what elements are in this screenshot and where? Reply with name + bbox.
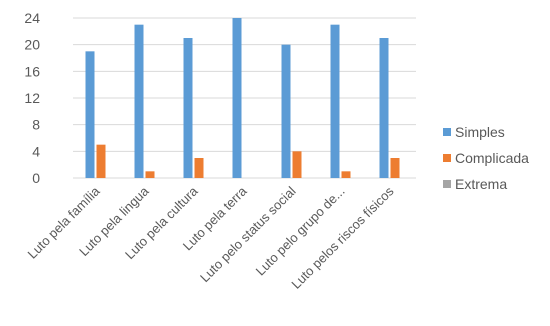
bar-complicada-7 [390,158,400,178]
bar-simples-3 [183,38,193,178]
bar-simples-6 [330,24,340,178]
bar-complicada-6 [341,171,351,178]
legend-swatch-simples [443,128,451,136]
y-tick-label: 8 [32,117,40,133]
x-category-label: Luto pelo status social [197,183,299,285]
y-tick-label: 20 [24,37,40,53]
y-tick-label: 4 [32,143,40,159]
bar-simples-4 [232,18,242,178]
x-category-label: Luto pelo grupo de... [253,184,348,279]
bar-simples-1 [85,51,95,179]
x-category-label: Luto pelos riscos físicos [288,183,397,292]
bar-complicada-1 [96,144,106,178]
y-tick-label: 12 [24,90,40,106]
y-tick-label: 24 [24,10,40,26]
bar-complicada-3 [194,158,204,178]
legend-label-simples: Simples [455,124,505,140]
bars [85,18,400,179]
legend-label-extrema: Extrema [455,176,507,192]
legend-swatch-complicada [443,154,451,162]
y-tick-label: 0 [32,170,40,186]
legend: Simples Complicada Extrema [443,124,529,192]
gridlines [73,17,416,179]
bar-simples-2 [134,24,144,178]
y-tick-label: 16 [24,63,40,79]
legend-label-complicada: Complicada [455,150,529,166]
y-axis-ticks: 0 4 8 12 16 20 24 [24,10,40,186]
bar-simples-7 [379,38,389,178]
bar-complicada-2 [145,171,155,178]
legend-swatch-extrema [443,180,451,188]
bar-simples-5 [281,44,291,178]
bar-complicada-5 [292,151,302,178]
